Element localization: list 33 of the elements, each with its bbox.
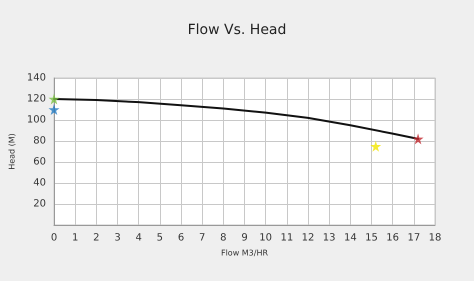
x-tick-label: 3 — [114, 232, 121, 244]
y-tick-label: 100 — [26, 114, 46, 126]
y-tick-label: 40 — [33, 178, 46, 188]
y-tick-label: 140 — [26, 72, 46, 84]
x-tick-label: 13 — [322, 232, 336, 244]
x-tick-label: 16 — [386, 232, 400, 244]
x-tick-label: 17 — [407, 232, 420, 244]
x-tick-label: 7 — [198, 232, 206, 244]
x-tick-label: 14 — [344, 232, 357, 244]
x-tick-label: 4 — [135, 232, 142, 244]
x-axis-title: Flow M3/HR — [220, 248, 268, 258]
x-tick-label: 12 — [302, 232, 314, 244]
x-tick-label: 10 — [259, 232, 272, 244]
x-tick-label: 5 — [156, 232, 164, 244]
y-axis-title: Head (M) — [8, 133, 17, 170]
x-tick-label: 1 — [72, 232, 78, 244]
x-tick-label: 0 — [50, 232, 58, 244]
x-tick-label: 15 — [365, 232, 378, 244]
point — [48, 104, 60, 115]
y-tick-label: 60 — [33, 156, 46, 168]
x-tick-label: 11 — [280, 232, 294, 244]
point — [370, 140, 382, 152]
y-tick-label: 80 — [33, 136, 46, 146]
point — [48, 94, 60, 104]
x-tick-label: 8 — [220, 232, 227, 244]
x-tick-label: 6 — [178, 232, 184, 244]
y-tick-label: 120 — [26, 94, 46, 104]
x-tick-label: 2 — [93, 232, 100, 244]
chart-title: Flow Vs. Head — [188, 22, 286, 38]
x-tick-label: 9 — [241, 232, 248, 244]
y-tick-label: 20 — [33, 198, 46, 210]
point — [412, 133, 424, 144]
x-tick-label: 18 — [428, 232, 442, 244]
